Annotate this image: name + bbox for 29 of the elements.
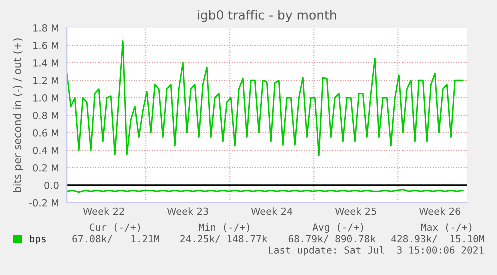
x-tick-label: Week 25 (335, 208, 376, 216)
x-tick-label: Week 23 (167, 208, 208, 216)
y-tick-label: 1.4 M (34, 60, 59, 67)
text: 428.93k/ 15.10M (392, 235, 484, 244)
y-tick-label: 0.8 M (33, 112, 59, 120)
x-tick-label: Week 26 (419, 208, 461, 216)
y-tick-label: -0.2 M (29, 199, 59, 207)
y-tick-label: 0.4 M (33, 146, 59, 154)
y-tick-label: 1.0 M (34, 94, 59, 102)
line-series (67, 40, 464, 156)
text: Min (-/+) (199, 224, 250, 232)
text: Last update: Sat Jul 3 15:00:06 2021 (269, 246, 484, 256)
y-tick-label: 0.2 M (33, 164, 59, 172)
text: Max (-/+) (421, 224, 472, 232)
x-tick-label: Week 24 (251, 208, 293, 216)
text: 68.79k/ 890.78k (288, 235, 376, 244)
y-tick-label: 0.0 (44, 182, 59, 190)
text: Avg (-/+) (312, 224, 364, 233)
y-tick-label: 1.8 M (34, 24, 59, 32)
y-tick-label: 0.6 M (33, 129, 59, 137)
text: 24.25k/ 148.77k (180, 235, 268, 244)
text: 67.08k/ 1.21M (72, 235, 160, 244)
text: Cur (-/+) (90, 224, 140, 232)
y-tick-label: 1.2 M (34, 77, 59, 84)
y-tick-label: 1.6 M (34, 42, 59, 50)
x-tick-label: Week 22 (83, 208, 124, 216)
chart-title: igb0 traffic - by month (198, 10, 336, 22)
y-axis-title: bits per second in (-) / out (+) (13, 38, 24, 192)
legend-label: bps (30, 235, 46, 245)
